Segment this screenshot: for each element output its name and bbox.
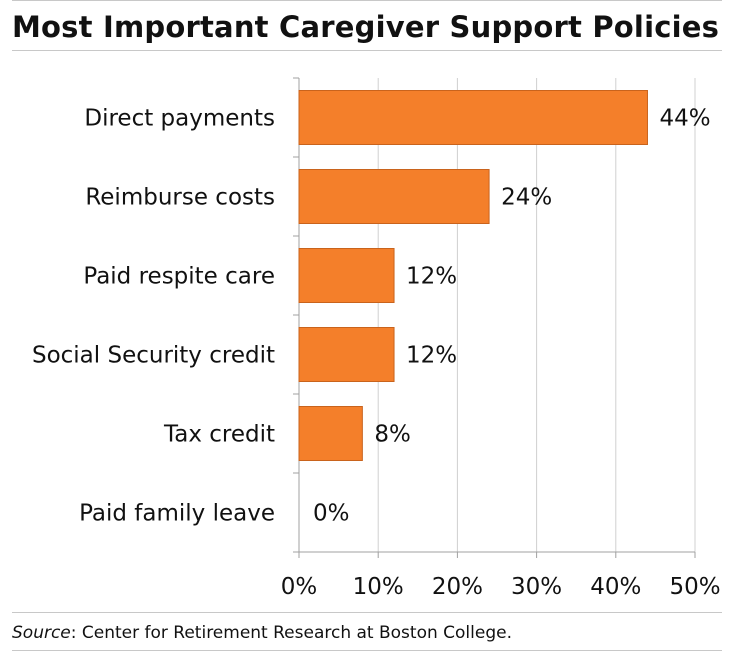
category-label: Social Security credit (32, 343, 275, 369)
bar-direct-payments (298, 90, 648, 145)
value-label: 12% (406, 264, 457, 290)
bar-chart: Direct payments 44% Reimburse costs 24% Paid… (32, 77, 721, 601)
top-rule (12, 0, 722, 1)
x-tick-label: 30% (511, 574, 562, 600)
x-tick-label: 50% (669, 574, 720, 600)
bar-tax-credit (298, 406, 363, 461)
source-prefix: Source (12, 623, 71, 643)
x-tick-label: 10% (353, 574, 404, 600)
value-label: 8% (374, 422, 411, 448)
source-text: : Center for Retirement Research at Bost… (70, 623, 512, 643)
bar-paid-respite-care (298, 248, 395, 303)
axes (293, 77, 696, 558)
category-label: Tax credit (163, 422, 275, 448)
value-label: 0% (313, 501, 350, 527)
category-label: Direct payments (84, 106, 275, 132)
bars (298, 90, 648, 461)
source-note: Source: Center for Retirement Research a… (12, 623, 512, 643)
bar-social-security-credit (298, 327, 395, 382)
labels: Direct payments 44% Reimburse costs 24% Paid… (32, 106, 721, 601)
title-rule (12, 50, 722, 51)
value-label: 24% (501, 185, 552, 211)
value-label: 12% (406, 343, 457, 369)
category-label: Paid respite care (83, 264, 275, 290)
chart-title: Most Important Caregiver Support Policie… (12, 10, 720, 44)
bar-reimburse-costs (298, 169, 490, 224)
value-label: 44% (659, 106, 710, 132)
gridlines (377, 78, 696, 552)
source-top-rule (12, 612, 722, 613)
category-label: Reimburse costs (85, 185, 275, 211)
x-tick-label: 40% (590, 574, 641, 600)
x-tick-label: 0% (281, 574, 318, 600)
bottom-rule (12, 650, 722, 651)
x-tick-label: 20% (432, 574, 483, 600)
category-label: Paid family leave (79, 501, 275, 527)
